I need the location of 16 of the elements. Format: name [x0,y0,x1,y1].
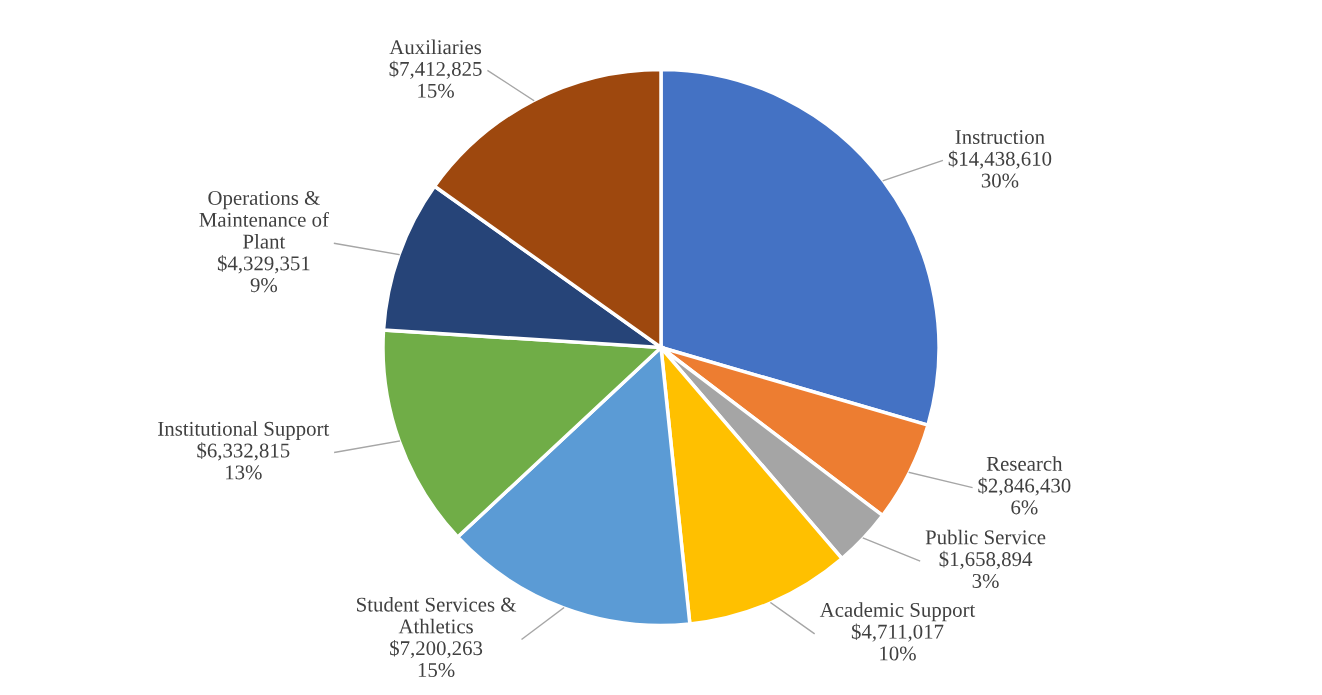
slice-label: Auxiliaries [389,39,482,55]
data-label: $2,846,430 6% [978,477,1071,515]
data-label: $7,200,263 15% [390,639,483,678]
slice-label: Institutional Support [158,421,330,441]
slice-label: Research [986,456,1063,471]
slice-label: Student Services & Athletics [357,596,517,634]
data-label: $1,658,894 3% [939,550,1033,589]
data-label: $4,329,351 9% [217,255,310,293]
slice-label: Instruction [955,130,1045,145]
data-label: $4,711,017 10% [851,623,944,661]
slice-label: Academic Support [819,602,976,622]
slice-label: Public Service [925,529,1046,545]
data-label: $14,438,610 30% [948,150,1052,188]
data-label: $6,332,815 13% [197,442,290,480]
data-label: $7,412,825 15% [389,60,482,98]
slice-label: Operations & Maintenance of Plant [199,190,329,249]
